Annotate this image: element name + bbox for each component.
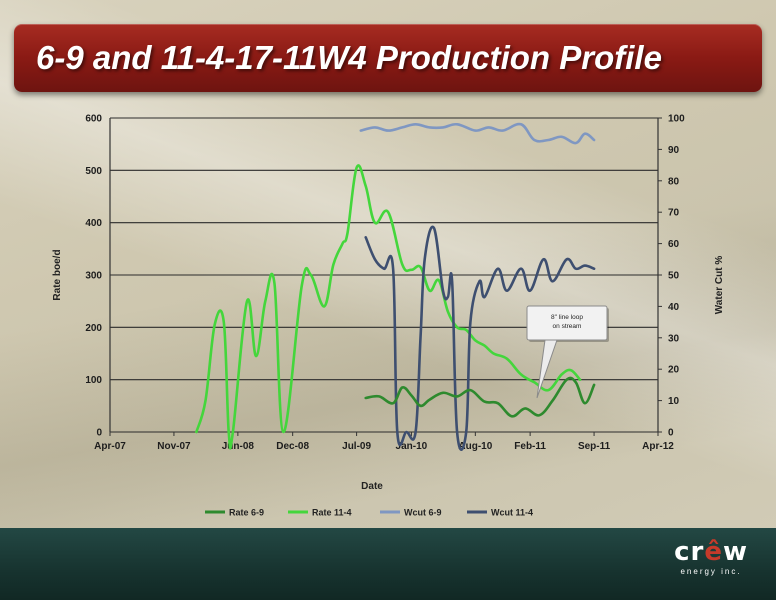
- annotation-callout: 8" line loop on stream: [526, 305, 609, 399]
- logo-wordmark: crêw: [674, 537, 748, 567]
- series-layer: [195, 122, 596, 451]
- legend: Rate 6-9 Rate 11-4 Wcut 6-9 Wcut 11-4: [205, 508, 533, 518]
- y2-tick-label: 100: [668, 114, 685, 125]
- callout-text-line: on stream: [553, 323, 582, 330]
- x-tick-label: Jun-08: [222, 441, 255, 452]
- footer-bar: [0, 528, 776, 600]
- x-tick-label: Apr-12: [642, 441, 674, 452]
- y2-tick-label: 60: [668, 239, 680, 250]
- slide-title: 6-9 and 11-4-17-11W4 Production Profile: [36, 39, 662, 76]
- legend-label: Rate 6-9: [229, 508, 264, 518]
- y2-tick-label: 90: [668, 145, 680, 156]
- y-tick-label: 200: [85, 323, 102, 334]
- x-tick-label: Nov-07: [157, 441, 191, 452]
- y-tick-label: 600: [85, 114, 102, 125]
- y-tick-label: 400: [85, 218, 102, 229]
- production-chart: 0 100 200 300 400 500 600 0 10 20 30 40 50 60 70 80 90 10…: [52, 114, 725, 518]
- x-tick-label: Dec-08: [276, 441, 309, 452]
- y2-tick-label: 40: [668, 302, 680, 313]
- y-tick-label: 300: [85, 271, 102, 282]
- x-tick-label: Sep-11: [578, 441, 611, 452]
- callout-text-line: 8" line loop: [551, 314, 583, 321]
- callout-pointer: [536, 339, 558, 399]
- x-axis-title: Date: [361, 481, 383, 492]
- y-tick-label: 100: [85, 375, 102, 386]
- title-bar: 6-9 and 11-4-17-11W4 Production Profile: [14, 24, 762, 92]
- logo-subtitle: energy inc.: [680, 567, 742, 576]
- y-tick-label: 0: [96, 428, 102, 439]
- y2-tick-label: 30: [668, 333, 680, 344]
- series-rate-11-4: [195, 164, 582, 450]
- x-tick-label: Jan-10: [396, 441, 428, 452]
- y2-tick-label: 0: [668, 428, 674, 439]
- legend-label: Wcut 6-9: [404, 508, 442, 518]
- y2-axis-title: Water Cut %: [714, 256, 725, 315]
- y-tick-label: 500: [85, 166, 102, 177]
- series-wcut-11-4: [364, 225, 596, 451]
- y2-tick-label: 10: [668, 396, 680, 407]
- x-tick-label: Feb-11: [514, 441, 546, 452]
- y2-tick-label: 70: [668, 208, 680, 219]
- company-logo: crêw energy inc.: [674, 538, 748, 576]
- legend-label: Wcut 11-4: [491, 508, 533, 518]
- y2-tick-label: 80: [668, 176, 680, 187]
- series-rate-6-9: [364, 376, 596, 418]
- y2-tick-label: 50: [668, 271, 680, 282]
- y-axis-title: Rate boe/d: [52, 249, 63, 300]
- x-tick-label: Jul-09: [342, 441, 371, 452]
- grid-layer: [110, 117, 658, 433]
- legend-label: Rate 11-4: [312, 508, 352, 518]
- y2-tick-label: 20: [668, 365, 680, 376]
- x-tick-label: Apr-07: [94, 441, 126, 452]
- series-wcut-6-9: [359, 122, 596, 145]
- x-tick-label: Aug-10: [458, 441, 492, 452]
- callout-box: [526, 305, 608, 341]
- axis-layer: 0 100 200 300 400 500 600 0 10 20 30 40 50 60 70 80 90 10…: [52, 114, 725, 493]
